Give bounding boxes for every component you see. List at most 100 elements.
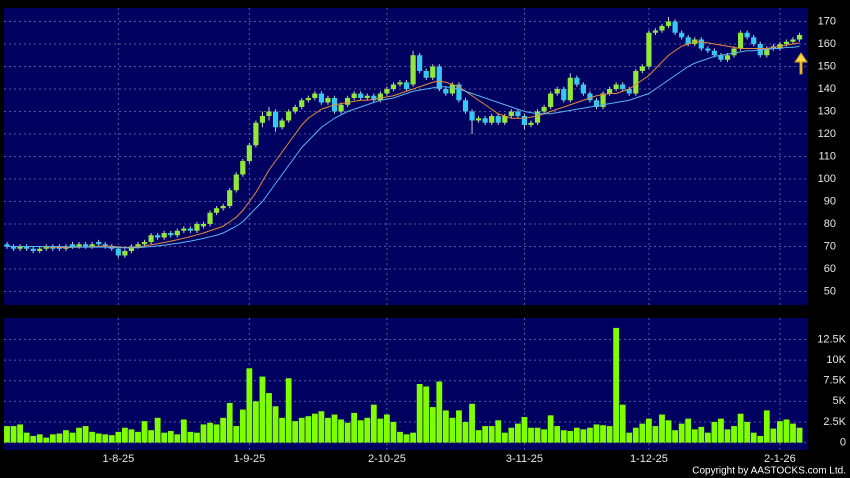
volume-bar (482, 426, 489, 443)
candle-body (580, 84, 586, 94)
candle-body (325, 98, 331, 103)
candle-body (711, 50, 717, 56)
volume-bar (305, 416, 312, 443)
candle-body (371, 95, 377, 101)
volume-bar (10, 426, 17, 443)
candle-body (561, 89, 567, 101)
candle-body (423, 71, 429, 78)
volume-bar (194, 432, 200, 443)
volume-bar (56, 433, 63, 443)
volume-bar (43, 437, 50, 443)
volume-bar (469, 403, 475, 443)
candle-body (69, 244, 76, 247)
moving-average-line (7, 41, 800, 249)
candle-body (227, 190, 233, 206)
candle-body (161, 233, 167, 238)
volume-bar (737, 413, 744, 443)
volume-bar (560, 430, 567, 443)
volume-bar (167, 431, 174, 443)
volume-bar (384, 414, 390, 443)
candle-body (17, 246, 23, 249)
candle-body (299, 100, 305, 107)
volume-bar (272, 406, 279, 443)
volume-bar (36, 434, 43, 443)
candle-body (403, 82, 410, 89)
volume-bar (515, 423, 521, 443)
candle-body (436, 66, 442, 89)
volume-bar (436, 381, 443, 443)
y-tick-label: 70 (824, 240, 836, 252)
candle-body (174, 230, 180, 236)
candle-body (214, 208, 220, 213)
y-tick-label: 170 (818, 15, 836, 27)
plot-layer: 1-8-25 1-9-25 2-10-25 3-11-25 1-12-25 2-1-26 5… (4, 8, 847, 465)
volume-bar (619, 404, 626, 443)
volume-bar (698, 426, 705, 443)
volume-bar (567, 431, 574, 443)
volume-bar (17, 424, 23, 443)
candle-body (534, 111, 541, 123)
volume-bar (292, 421, 299, 443)
candle-body (724, 55, 731, 60)
volume-bar (508, 427, 515, 443)
x-tick-label: 2-10-25 (368, 453, 406, 465)
volume-bar (573, 427, 580, 443)
candle-body (783, 41, 790, 44)
y-tick-label: 7.5K (823, 375, 846, 387)
volume-bar (554, 426, 561, 443)
candle-body (764, 48, 770, 56)
candle-body (672, 21, 678, 33)
candle-body (613, 84, 619, 89)
volume-bar (76, 427, 82, 443)
volume-bar (377, 418, 384, 443)
volume-bar (233, 426, 240, 443)
volume-bar (128, 429, 135, 443)
volume-bar (122, 427, 128, 443)
x-tick-label: 1-9-25 (233, 453, 265, 465)
candle-body (469, 111, 475, 121)
candle-body (318, 93, 324, 103)
volume-bar (652, 426, 659, 443)
volume-bar (744, 421, 751, 443)
volume-bar (770, 428, 777, 443)
candle-body (541, 107, 547, 112)
volume-bar (311, 413, 318, 443)
volume-bar (528, 427, 534, 443)
candle-body (410, 55, 416, 85)
candle-body (266, 111, 272, 116)
moving-average-line (7, 45, 800, 249)
candle-body (600, 93, 606, 107)
candle-body (751, 37, 757, 44)
candle-body (456, 84, 462, 101)
y-tick-label: 140 (818, 83, 836, 95)
volume-bar (796, 427, 803, 443)
candle-body (155, 235, 161, 238)
candle-body (430, 66, 436, 78)
volume-bar (475, 430, 482, 443)
candle-body (495, 116, 501, 123)
volume-bar (357, 420, 364, 443)
candle-body (240, 161, 246, 175)
y-tick-label: 130 (818, 105, 836, 117)
candle-body (168, 233, 174, 236)
volume-bar (613, 327, 620, 443)
candle-body (253, 122, 259, 146)
volume-bar (102, 434, 109, 443)
volume-panel (4, 318, 808, 450)
candle-body (358, 93, 364, 98)
candle-body (646, 32, 652, 67)
candle-body (272, 111, 279, 128)
volume-bar (115, 431, 122, 443)
candle-body (685, 37, 691, 44)
candle-body (515, 111, 521, 116)
volume-bar (246, 368, 253, 443)
candle-body (567, 77, 573, 101)
volume-bar (338, 419, 344, 443)
volume-bar (89, 431, 96, 443)
volume-bar (731, 426, 737, 443)
volume-bar (580, 429, 587, 443)
volume-bar (213, 424, 220, 443)
candle-body (384, 89, 390, 94)
candle-body (24, 246, 30, 249)
